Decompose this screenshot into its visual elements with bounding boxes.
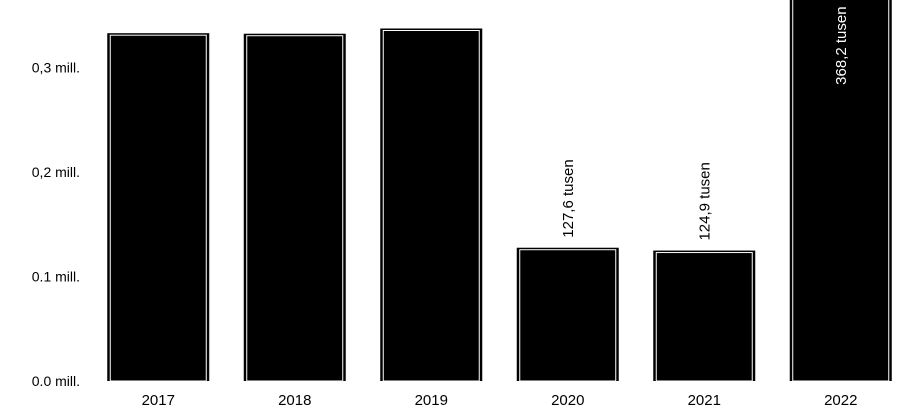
data-label: 127,6 tusen <box>560 159 577 237</box>
y-axis: 0.0 mill. 0.1 mill. 0,2 mill. 0,3 mill. <box>32 60 80 389</box>
bar <box>243 33 346 381</box>
x-tick-label: 2018 <box>278 392 311 409</box>
bar-edge <box>246 35 344 382</box>
y-tick-label: 0,2 mill. <box>32 164 80 180</box>
x-tick-label: 2020 <box>551 392 584 409</box>
x-tick-label: 2019 <box>415 392 448 409</box>
data-label: 368,2 tusen <box>833 6 850 84</box>
bar-edge <box>109 34 207 382</box>
y-tick-label: 0.1 mill. <box>32 269 80 285</box>
bar-edge <box>792 0 890 382</box>
bar <box>516 247 619 381</box>
bar-edge <box>519 249 617 382</box>
data-label: 124,9 tusen <box>696 162 713 240</box>
bar <box>380 28 483 381</box>
y-tick-label: 0,3 mill. <box>32 60 80 76</box>
bar <box>789 0 892 382</box>
x-tick-label: 2022 <box>824 392 857 409</box>
bar <box>107 33 210 381</box>
bar-edge <box>655 252 753 382</box>
x-tick-label: 2017 <box>142 392 175 409</box>
x-tick-label: 2021 <box>688 392 721 409</box>
bar <box>653 250 756 381</box>
bar-edge <box>382 30 480 382</box>
y-tick-label: 0.0 mill. <box>32 373 80 389</box>
x-axis: 2017 2018 2019 2020 2021 2022 <box>142 392 858 409</box>
bars: 127,6 tusen 124,9 tusen 368,2 tusen <box>107 0 892 382</box>
